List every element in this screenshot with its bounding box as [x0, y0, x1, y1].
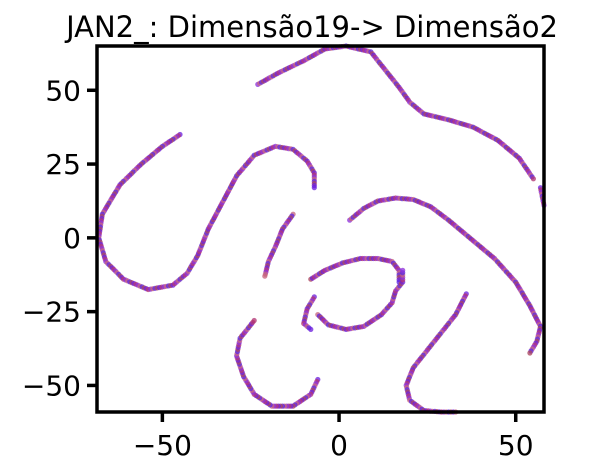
plot-frame — [95, 44, 546, 414]
scatter-point — [311, 185, 317, 191]
scatter-points — [96, 43, 547, 415]
y-tick-label: −25 — [22, 296, 81, 329]
x-tick-label: 0 — [330, 429, 348, 462]
y-tick-label: 50 — [45, 74, 81, 107]
chart-title: JAN2_: Dimensão19-> Dimensão2 — [64, 10, 558, 44]
scatter-point — [400, 267, 406, 273]
x-tick-label: −50 — [133, 429, 192, 462]
scatter-point — [308, 326, 314, 332]
scatter-point — [530, 176, 537, 182]
scatter-point — [527, 350, 533, 356]
scatter-point — [251, 317, 257, 324]
y-tick-label: −50 — [22, 369, 81, 402]
y-tick-label: 25 — [45, 148, 81, 181]
x-axis: −50 0 50 — [133, 412, 534, 462]
y-tick-label: 0 — [63, 222, 81, 255]
x-tick-label: 50 — [498, 429, 534, 462]
y-axis: 50 25 0 −25 −50 — [22, 74, 97, 402]
scatter-point — [262, 273, 268, 279]
